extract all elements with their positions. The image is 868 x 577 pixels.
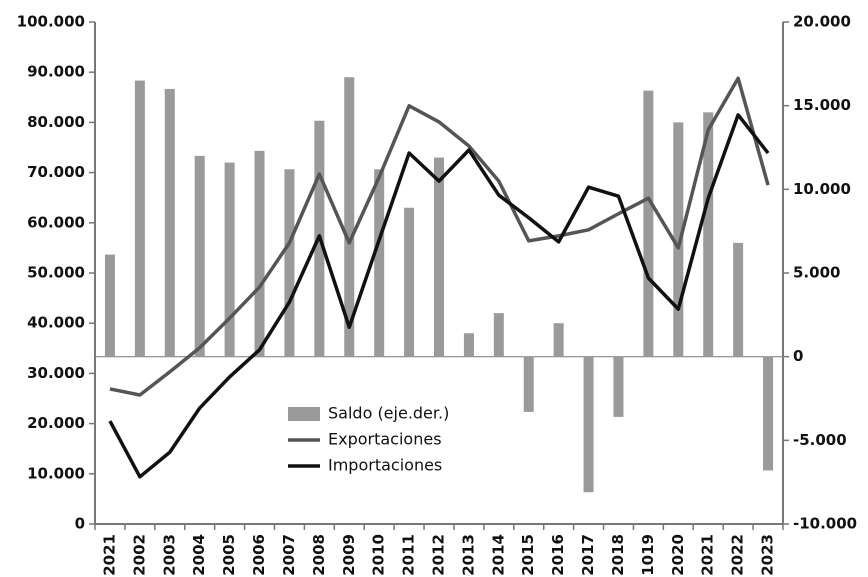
x-tick-label: 2012 xyxy=(430,534,448,576)
x-tick-label: 2017 xyxy=(579,534,597,576)
bar xyxy=(404,207,415,357)
y2-tick-label: 0 xyxy=(793,347,803,365)
x-tick-label: 2021 xyxy=(699,534,717,576)
x-tick-label: 2011 xyxy=(400,534,418,576)
y-tick-label: 50.000 xyxy=(27,264,85,282)
x-tick-label: 2018 xyxy=(609,534,627,576)
bar xyxy=(284,169,295,357)
bar xyxy=(733,242,744,357)
y-tick-label: 20.000 xyxy=(27,414,85,432)
bar xyxy=(254,150,265,357)
bar xyxy=(463,333,474,357)
x-tick-label: 2004 xyxy=(190,534,208,576)
y-tick-label: 70.000 xyxy=(27,163,85,181)
bar xyxy=(523,356,534,412)
line xyxy=(109,76,770,397)
y2-tick-label: 10.000 xyxy=(793,180,851,198)
x-tick-label: 2023 xyxy=(759,534,777,576)
bar xyxy=(583,356,594,493)
legend-label: Importaciones xyxy=(328,456,442,475)
bar xyxy=(643,90,654,357)
x-tick-label: 2003 xyxy=(160,534,178,576)
x-tick-label: 2006 xyxy=(250,534,268,576)
line xyxy=(108,113,770,479)
y-tick-label: 10.000 xyxy=(27,464,85,482)
x-tick-label: 2007 xyxy=(280,534,298,576)
y2-tick-label: -10.000 xyxy=(793,515,857,533)
x-tick-label: 2020 xyxy=(669,534,687,576)
y-tick-label: 40.000 xyxy=(27,314,85,332)
bar xyxy=(613,356,624,417)
x-tick-label: 2008 xyxy=(310,534,328,576)
y-tick-label: 100.000 xyxy=(17,13,85,31)
legend-label: Saldo (eje.der.) xyxy=(328,404,449,423)
y-tick-label: 30.000 xyxy=(27,364,85,382)
x-tick-label: 2005 xyxy=(220,534,238,576)
x-tick-label: 2021 xyxy=(100,534,118,576)
bar xyxy=(493,313,504,357)
bar xyxy=(763,356,774,471)
bar xyxy=(434,157,444,357)
x-tick-label: 2010 xyxy=(370,534,388,576)
bar xyxy=(344,77,355,357)
bar xyxy=(703,112,714,357)
y-tick-label: 80.000 xyxy=(27,113,85,131)
legend-swatch xyxy=(288,407,320,421)
x-tick-label: 2015 xyxy=(519,534,537,576)
y2-tick-label: -5.000 xyxy=(793,431,847,449)
x-tick-label: 2002 xyxy=(130,534,148,576)
x-tick-label: 2022 xyxy=(729,534,747,576)
bar xyxy=(553,323,564,357)
bar xyxy=(134,80,145,357)
bar xyxy=(224,162,235,357)
y2-tick-label: 20.000 xyxy=(793,13,851,31)
bar xyxy=(194,155,205,357)
bar xyxy=(104,254,115,357)
bar xyxy=(374,169,385,357)
x-tick-label: 2009 xyxy=(340,534,358,576)
x-tick-label: 2014 xyxy=(489,534,507,576)
x-tick-label: 2016 xyxy=(549,534,567,576)
bar xyxy=(164,88,175,357)
x-tick-label: 2013 xyxy=(459,534,477,576)
legend-label: Exportaciones xyxy=(328,430,442,449)
y2-tick-label: 15.000 xyxy=(793,96,851,114)
x-tick-label: 1019 xyxy=(639,534,657,576)
y-tick-label: 0 xyxy=(75,515,85,533)
bar xyxy=(673,122,684,357)
y2-tick-label: 5.000 xyxy=(793,264,840,282)
y-tick-label: 90.000 xyxy=(27,63,85,81)
y-tick-label: 60.000 xyxy=(27,213,85,231)
